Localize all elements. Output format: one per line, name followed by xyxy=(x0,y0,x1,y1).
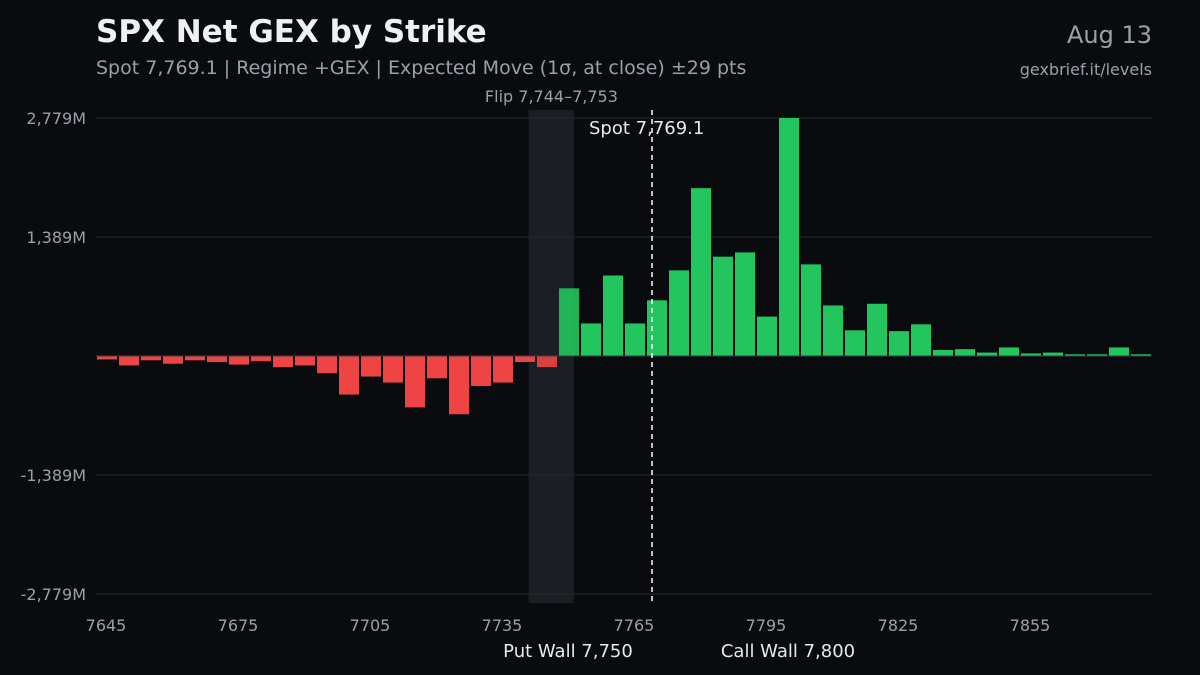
bar-positive xyxy=(977,352,997,356)
bar-positive xyxy=(933,350,953,356)
bar-positive xyxy=(999,347,1019,356)
bar-positive xyxy=(581,323,601,356)
x-tick-label: 7795 xyxy=(746,616,787,635)
y-tick-label: 2,779M xyxy=(26,109,86,128)
x-tick-label: 7855 xyxy=(1010,616,1051,635)
bar-positive xyxy=(845,330,865,356)
x-tick-label: 7645 xyxy=(86,616,127,635)
x-tick-label: 7735 xyxy=(482,616,523,635)
wall-label: Put Wall 7,750 xyxy=(503,641,633,662)
flip-zone-label: Flip 7,744–7,753 xyxy=(485,87,618,106)
bar-negative xyxy=(449,356,469,415)
bar-positive xyxy=(955,349,975,356)
bar-positive xyxy=(625,323,645,356)
bar-positive xyxy=(1131,354,1151,356)
bar-negative xyxy=(207,356,227,362)
date-label: Aug 13 xyxy=(1066,21,1152,49)
bar-negative xyxy=(97,356,117,360)
y-tick-label: -2,779M xyxy=(21,585,86,604)
bar-negative xyxy=(141,356,161,361)
bar-positive xyxy=(823,305,843,356)
bar-positive xyxy=(867,303,887,356)
bar-negative xyxy=(515,356,535,362)
x-tick-label: 7825 xyxy=(878,616,919,635)
bar-negative xyxy=(229,356,249,365)
bar-positive xyxy=(1021,353,1041,356)
bar-positive xyxy=(1043,352,1063,356)
bar-negative xyxy=(185,356,205,361)
x-tick-label: 7765 xyxy=(614,616,655,635)
bar-negative xyxy=(405,356,425,408)
bar-negative xyxy=(295,356,315,366)
bar-positive xyxy=(801,264,821,356)
x-tick-label: 7705 xyxy=(350,616,391,635)
bar-positive xyxy=(911,324,931,356)
chart-subtitle: Spot 7,769.1 | Regime +GEX | Expected Mo… xyxy=(96,57,747,79)
bar-negative xyxy=(361,356,381,377)
spot-label: Spot 7,769.1 xyxy=(589,118,704,139)
bar-positive xyxy=(779,118,799,356)
bar-positive xyxy=(1087,354,1107,356)
source-label: gexbrief.it/levels xyxy=(1019,60,1152,79)
bar-positive xyxy=(1065,354,1085,356)
bar-negative xyxy=(317,356,337,374)
bar-negative xyxy=(251,356,271,362)
bar-positive xyxy=(691,188,711,356)
bar-positive xyxy=(603,275,623,356)
bar-negative xyxy=(471,356,491,386)
bar-negative xyxy=(383,356,403,383)
bar-positive xyxy=(889,331,909,356)
x-tick-label: 7675 xyxy=(218,616,259,635)
bar-positive xyxy=(1109,347,1129,356)
bar-negative xyxy=(339,356,359,395)
bar-positive xyxy=(669,270,689,356)
bar-negative xyxy=(273,356,293,368)
bar-negative xyxy=(537,356,557,368)
y-tick-label: 1,389M xyxy=(26,228,86,247)
chart-title: SPX Net GEX by Strike xyxy=(96,14,487,50)
y-tick-label: -1,389M xyxy=(21,466,86,485)
bar-positive xyxy=(713,256,733,356)
wall-label: Call Wall 7,800 xyxy=(721,641,855,662)
bar-positive xyxy=(559,288,579,356)
bar-negative xyxy=(493,356,513,383)
bar-negative xyxy=(427,356,447,379)
bar-positive xyxy=(647,300,667,356)
bar-negative xyxy=(163,356,183,364)
bar-positive xyxy=(735,252,755,356)
bar-negative xyxy=(119,356,139,366)
bar-positive xyxy=(757,316,777,356)
